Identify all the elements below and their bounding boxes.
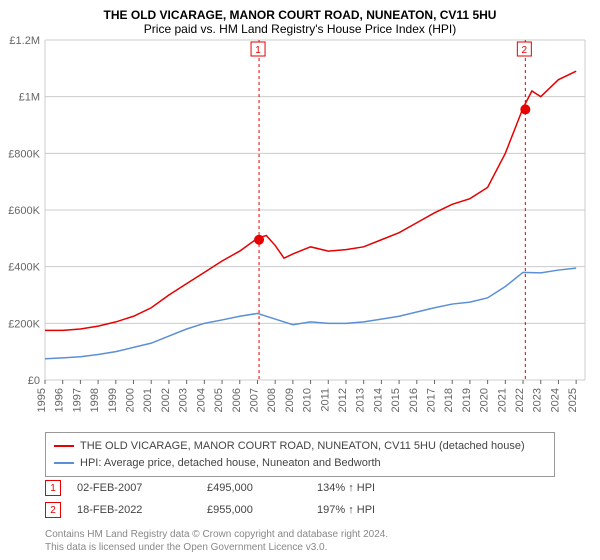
- svg-text:2025: 2025: [567, 388, 579, 412]
- svg-text:2009: 2009: [284, 388, 296, 412]
- svg-text:2004: 2004: [195, 388, 207, 412]
- svg-text:2006: 2006: [231, 388, 243, 412]
- svg-text:1: 1: [255, 45, 261, 56]
- svg-text:£600K: £600K: [8, 205, 40, 217]
- svg-text:£0: £0: [28, 375, 40, 387]
- chart-legend: THE OLD VICARAGE, MANOR COURT ROAD, NUNE…: [45, 432, 555, 477]
- svg-text:2005: 2005: [213, 388, 225, 412]
- sale-date: 18-FEB-2022: [77, 504, 207, 516]
- svg-text:2020: 2020: [479, 388, 491, 412]
- svg-text:1996: 1996: [54, 388, 66, 412]
- legend-swatch: [54, 462, 74, 464]
- sale-date: 02-FEB-2007: [77, 482, 207, 494]
- svg-text:2001: 2001: [142, 388, 154, 412]
- svg-text:2010: 2010: [302, 388, 314, 412]
- svg-text:2007: 2007: [248, 388, 260, 412]
- svg-text:2019: 2019: [461, 388, 473, 412]
- svg-text:2000: 2000: [125, 388, 137, 412]
- legend-item: THE OLD VICARAGE, MANOR COURT ROAD, NUNE…: [54, 438, 546, 455]
- sale-delta: 134% ↑ HPI: [317, 482, 375, 494]
- svg-text:2018: 2018: [443, 388, 455, 412]
- svg-text:2: 2: [522, 45, 528, 56]
- svg-text:2008: 2008: [266, 388, 278, 412]
- svg-text:£1M: £1M: [19, 92, 40, 104]
- svg-text:2002: 2002: [160, 388, 172, 412]
- svg-text:2003: 2003: [178, 388, 190, 412]
- svg-text:1995: 1995: [36, 388, 48, 412]
- legend-swatch: [54, 445, 74, 447]
- svg-text:1997: 1997: [71, 388, 83, 412]
- sale-price: £955,000: [207, 504, 317, 516]
- sale-delta: 197% ↑ HPI: [317, 504, 375, 516]
- legend-label: THE OLD VICARAGE, MANOR COURT ROAD, NUNE…: [80, 438, 525, 455]
- svg-text:£400K: £400K: [8, 262, 40, 274]
- svg-text:2013: 2013: [355, 388, 367, 412]
- svg-text:2015: 2015: [390, 388, 402, 412]
- svg-text:2014: 2014: [372, 388, 384, 412]
- svg-text:£1.2M: £1.2M: [9, 35, 40, 47]
- svg-text:2024: 2024: [549, 388, 561, 412]
- chart-footnote: Contains HM Land Registry data © Crown c…: [45, 528, 388, 554]
- sale-number-badge: 1: [45, 480, 61, 496]
- svg-text:£200K: £200K: [8, 318, 40, 330]
- svg-text:2011: 2011: [319, 388, 331, 412]
- svg-text:£800K: £800K: [8, 148, 40, 160]
- svg-text:1998: 1998: [89, 388, 101, 412]
- svg-text:2021: 2021: [496, 388, 508, 412]
- sale-record-row: 2 18-FEB-2022 £955,000 197% ↑ HPI: [45, 502, 375, 518]
- price-chart: £0 £200K £400K £600K £800K £1M £1.2M 1995 1996 19…: [0, 0, 600, 430]
- sale-record-row: 1 02-FEB-2007 £495,000 134% ↑ HPI: [45, 480, 375, 496]
- svg-text:2023: 2023: [532, 388, 544, 412]
- svg-text:2012: 2012: [337, 388, 349, 412]
- sale-price: £495,000: [207, 482, 317, 494]
- svg-text:2017: 2017: [426, 388, 438, 412]
- sale-number-badge: 2: [45, 502, 61, 518]
- legend-label: HPI: Average price, detached house, Nune…: [80, 455, 381, 472]
- svg-text:2022: 2022: [514, 388, 526, 412]
- svg-text:1999: 1999: [107, 388, 119, 412]
- legend-item: HPI: Average price, detached house, Nune…: [54, 455, 546, 472]
- svg-text:2016: 2016: [408, 388, 420, 412]
